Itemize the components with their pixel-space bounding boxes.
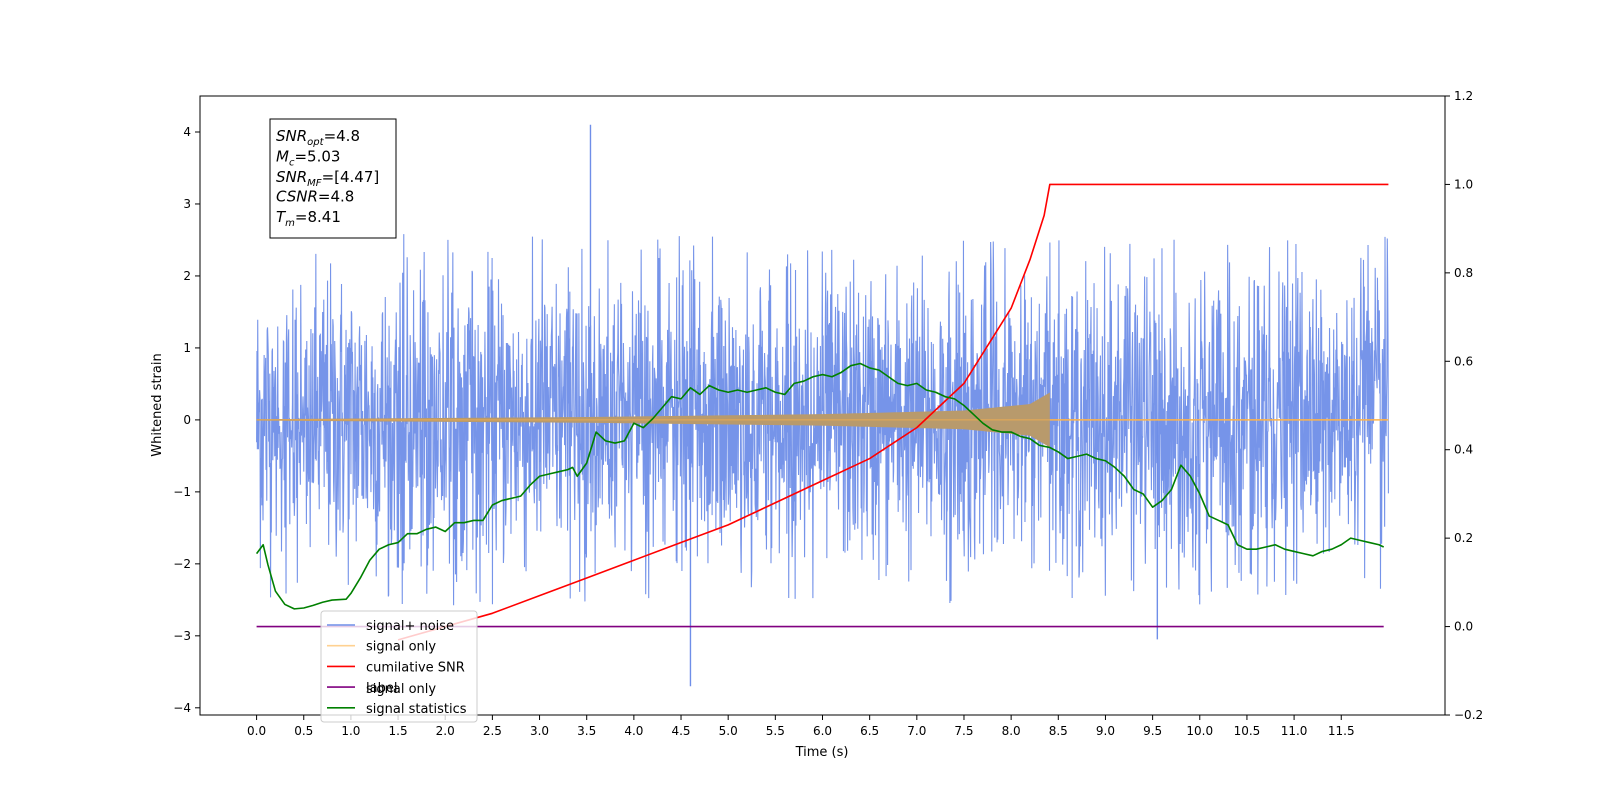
x-tick-label: 5.5 [766,724,785,738]
annotation-frame [269,118,397,239]
y2-tick-label: 1.0 [1454,177,1473,191]
x-tick-label: 3.0 [530,724,549,738]
x-tick-label: 10.5 [1234,724,1261,738]
annotation-line: Mc=5.03 [276,148,340,169]
x-tick-label: 4.0 [624,724,643,738]
y2-tick-label: 1.2 [1454,89,1473,103]
y-tick-label: −2 [173,557,191,571]
y2-tick-label: 0.2 [1454,531,1473,545]
legend-label: cumilative SNR [366,660,465,675]
x-tick-label: 1.5 [389,724,408,738]
x-tick-label: 9.5 [1143,724,1162,738]
legend-hidden-text: signal only [366,682,436,697]
plot-area [255,124,1389,687]
x-tick-label: 10.0 [1186,724,1213,738]
series-cumilative-snr [397,183,1389,641]
series-signal-plus-noise [256,124,1389,687]
annotation-line: Tm=8.41 [276,208,341,229]
annotation-line: SNRopt=4.8 [276,127,360,148]
legend: signal only signal+ noise signal only cumil… [320,610,478,723]
legend-label: label [366,681,397,696]
x-tick-label: 8.5 [1049,724,1068,738]
x-axis: 0.0 0.5 1.0 1.5 2.0 2.5 3.0 3.5 4.0 4.5 5.0 5.5 6.0 6… [247,715,1355,738]
x-tick-label: 4.5 [671,724,690,738]
y-tick-label: −1 [173,485,191,499]
y-axis-right: −0.2 0.0 0.2 0.4 0.6 0.8 1.0 1.2 [1445,89,1483,722]
y-tick-label: −4 [173,701,191,715]
x-axis-label: Time (s) [795,745,849,760]
legend-label: signal+ noise [366,619,454,634]
y2-tick-label: 0.0 [1454,620,1473,634]
noise-trace [256,234,1389,606]
x-tick-label: 0.5 [294,724,313,738]
y-tick-label: 0 [183,413,191,427]
x-tick-label: 6.0 [813,724,832,738]
x-tick-label: 1.0 [341,724,360,738]
x-tick-label: 2.0 [436,724,455,738]
x-tick-label: 11.0 [1281,724,1308,738]
x-tick-label: 7.5 [954,724,973,738]
y2-tick-label: −0.2 [1454,708,1483,722]
x-tick-label: 5.0 [719,724,738,738]
series-signal-statistics [255,362,1385,610]
y-tick-label: 1 [183,341,191,355]
y-tick-label: 4 [183,125,191,139]
y-axis-left: −4 −3 −2 −1 0 1 2 3 4 [173,125,200,715]
y2-tick-label: 0.8 [1454,266,1473,280]
series-signal-only [256,392,1389,448]
legend-frame [320,610,478,723]
legend-label: signal statistics [366,702,467,717]
legend-label: signal only [366,640,436,655]
y2-tick-label: 0.4 [1454,443,1473,457]
y-tick-label: 2 [183,269,191,283]
annotation-line: CSNR=4.8 [276,188,354,206]
x-tick-label: 9.0 [1096,724,1115,738]
x-tick-label: 11.5 [1328,724,1355,738]
annotation-line: SNRMF=[4.47] [276,168,379,189]
y-tick-label: 3 [183,197,191,211]
x-tick-label: 6.5 [860,724,879,738]
x-tick-label: 2.5 [483,724,502,738]
y-tick-label: −3 [173,629,191,643]
x-tick-label: 8.0 [1002,724,1021,738]
y2-tick-label: 0.6 [1454,354,1473,368]
x-tick-label: 7.0 [907,724,926,738]
y-axis-label: Whitened strain [150,353,165,456]
x-tick-label: 0.0 [247,724,266,738]
x-tick-label: 3.5 [577,724,596,738]
